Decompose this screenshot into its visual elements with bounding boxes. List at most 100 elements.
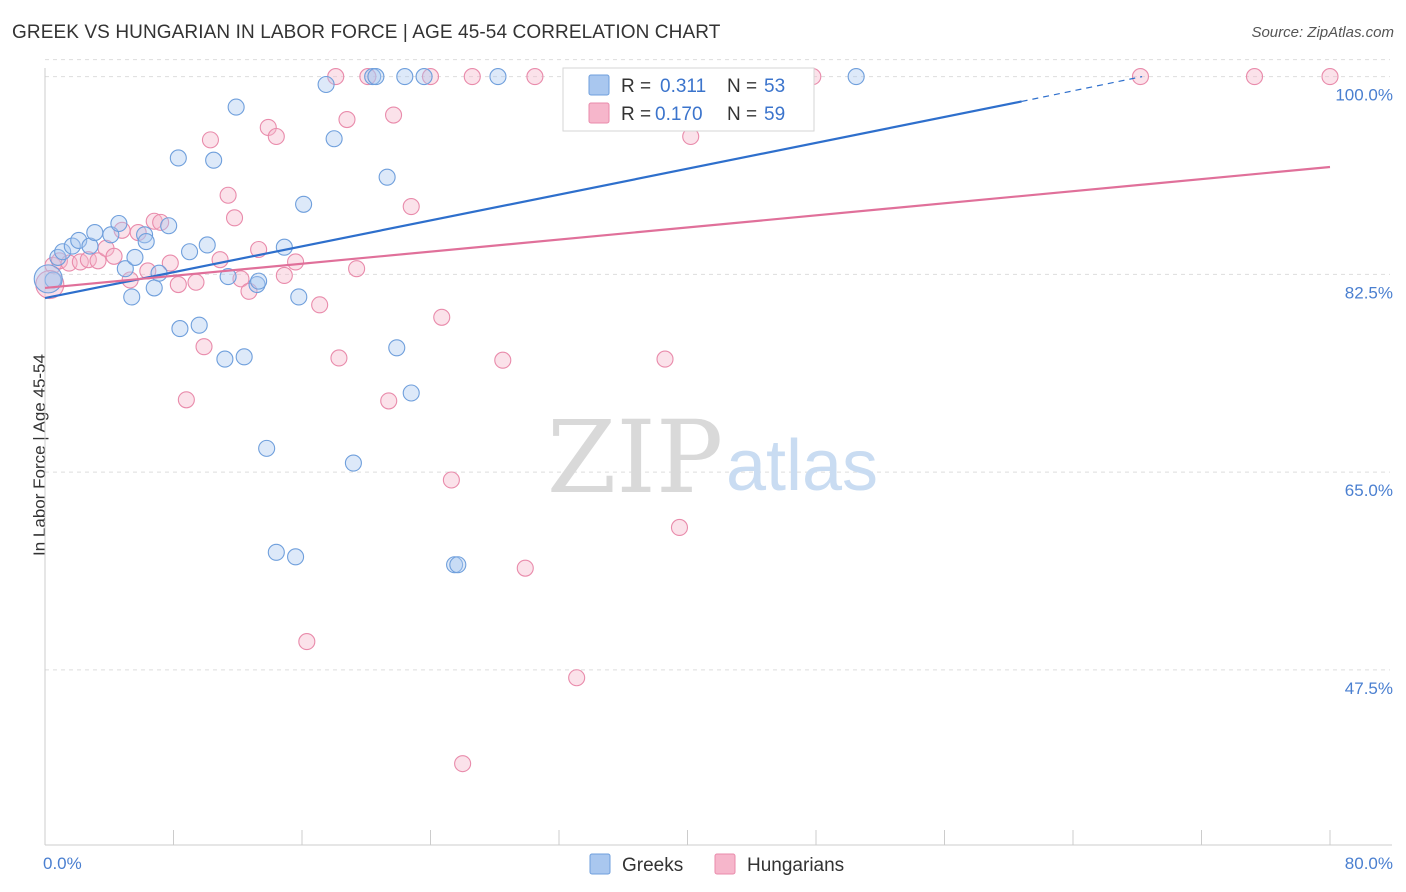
hungarians-point-5 <box>89 252 107 270</box>
greeks-point-40 <box>378 168 396 186</box>
hungarians-n-label: N = <box>727 104 757 125</box>
greeks-point-33 <box>290 288 308 306</box>
greeks-n-label: N = <box>727 76 757 97</box>
hungarians-point-37 <box>380 392 398 410</box>
hungarians-point-22 <box>225 209 244 227</box>
greeks-point-35 <box>317 75 335 94</box>
greeks-point-12 <box>136 226 154 244</box>
hungarians-point-40 <box>421 68 440 86</box>
greeks-point-17 <box>169 149 187 167</box>
hungarians-point-16 <box>177 391 195 409</box>
grid-lines <box>45 59 1390 671</box>
hungarians-point-57 <box>1321 68 1339 86</box>
hungarians-point-14 <box>161 254 179 272</box>
greeks-point-29 <box>258 439 276 457</box>
greeks-point-20 <box>190 316 208 334</box>
hungarians-point-15 <box>169 275 187 294</box>
hungarians-point-20 <box>211 251 229 269</box>
hungarians-point-18 <box>195 338 213 356</box>
greeks-point-31 <box>275 238 293 256</box>
greeks-point-34 <box>295 195 313 213</box>
hungarians-point-31 <box>311 296 329 314</box>
greeks-point-43 <box>402 384 420 402</box>
hungarians-point-30 <box>298 633 316 651</box>
hungarians-point-43 <box>454 755 472 773</box>
greeks-point-23 <box>216 350 234 368</box>
hungarians-r-value: 0.170 <box>655 104 703 125</box>
hungarians-trend-line <box>44 165 1331 290</box>
legend-greeks-label: Greeks <box>622 855 683 876</box>
chart-title: GREEK VS HUNGARIAN IN LABOR FORCE | AGE … <box>12 22 721 43</box>
hungarians-point-41 <box>433 308 451 326</box>
greeks-point-25 <box>227 98 245 116</box>
hungarians-r-label: R = <box>621 104 651 125</box>
hungarians-legend-swatch <box>588 102 610 124</box>
greeks-point-47 <box>489 68 507 86</box>
axes <box>44 68 1392 846</box>
y-tick-label-3: 100.0% <box>1335 86 1393 105</box>
greeks-point-51 <box>847 68 865 86</box>
greeks-trend-extension <box>1021 76 1143 103</box>
hungarians-point-38 <box>385 106 403 124</box>
x-tick-label-1: 80.0% <box>1345 854 1393 873</box>
hungarians-point-44 <box>463 68 481 86</box>
greeks-r-value: 0.311 <box>660 76 706 97</box>
legend-greeks-swatch <box>589 853 611 875</box>
greeks-legend-swatch <box>588 74 610 96</box>
greeks-point-28 <box>250 272 268 290</box>
greeks-point-36 <box>325 130 343 148</box>
greeks-r-label: R = <box>621 76 651 97</box>
source-credit: Source: ZipAtlas.com <box>1251 24 1394 41</box>
hungarians-point-42 <box>442 471 460 489</box>
hungarians-point-46 <box>516 559 534 577</box>
greeks-trend-line <box>44 100 1022 300</box>
tick-labels: 47.5% 65.0% 82.5% 100.0% 0.0% 80.0% <box>43 86 1393 873</box>
greeks-point-30 <box>267 543 285 561</box>
greeks-point-19 <box>181 243 199 261</box>
x-tick-label-0: 0.0% <box>43 854 82 873</box>
bottom-legend: Greeks Hungarians <box>589 853 844 876</box>
watermark-zip: ZIP <box>547 399 723 516</box>
hungarians-point-17 <box>187 273 205 291</box>
greeks-point-42 <box>396 68 414 86</box>
greeks-point-6 <box>86 223 104 242</box>
hungarians-point-29 <box>287 253 305 271</box>
hungarians-point-33 <box>330 349 348 367</box>
y-tick-label-1: 65.0% <box>1345 481 1393 500</box>
greeks-point-13 <box>137 233 155 251</box>
greeks-point-5 <box>81 237 99 255</box>
greeks-point-32 <box>287 548 305 566</box>
greeks-point-39 <box>367 68 385 86</box>
greeks-point-46 <box>449 556 467 574</box>
greeks-point-22 <box>205 151 223 169</box>
hungarians-point-45 <box>494 351 512 369</box>
hungarians-points <box>35 68 1339 773</box>
hungarians-point-35 <box>348 260 366 278</box>
hungarians-point-56 <box>1245 68 1264 86</box>
greeks-point-9 <box>116 260 134 278</box>
greeks-point-1 <box>49 248 67 266</box>
hungarians-point-50 <box>656 350 674 368</box>
hungarians-point-48 <box>568 669 586 687</box>
legend-hungarians-swatch <box>714 853 736 875</box>
hungarians-point-51 <box>670 518 689 537</box>
hungarians-point-21 <box>219 186 237 204</box>
greeks-points <box>33 68 865 574</box>
hungarians-point-23 <box>232 270 250 288</box>
greeks-point-26 <box>235 348 253 366</box>
hungarians-point-39 <box>402 198 420 216</box>
greeks-point-3 <box>63 237 81 255</box>
watermark: ZIP atlas <box>547 399 878 516</box>
legend-hungarians-label: Hungarians <box>747 855 844 876</box>
hungarians-point-34 <box>338 110 356 129</box>
y-tick-label-0: 47.5% <box>1345 679 1393 698</box>
hungarians-point-7 <box>105 247 123 265</box>
watermark-atlas: atlas <box>726 426 878 506</box>
greeks-n-value: 53 <box>764 76 785 97</box>
greeks-point-44 <box>415 68 433 86</box>
stats-legend: R = 0.311 N = 53 R = 0.170 N = 59 <box>562 67 815 132</box>
greeks-point-18 <box>171 320 189 338</box>
greeks-point-41 <box>388 339 406 357</box>
hungarians-n-value: 59 <box>764 104 785 125</box>
